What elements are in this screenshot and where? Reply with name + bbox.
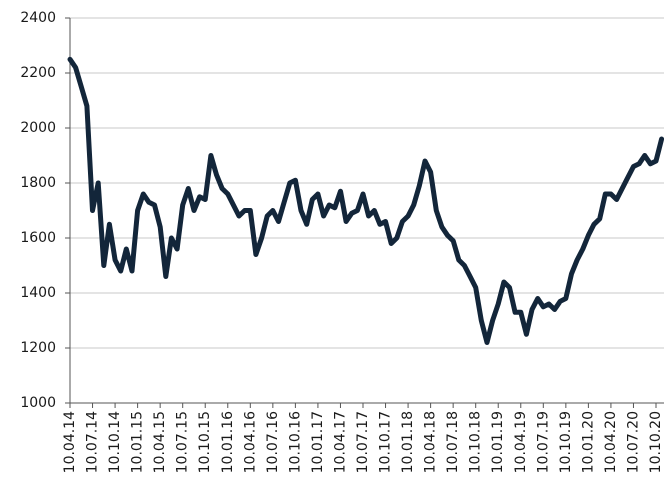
y-tick-label: 1800: [20, 175, 56, 191]
x-tick-label: 10.07.14: [85, 411, 101, 473]
x-tick-label: 10.04.16: [242, 411, 258, 473]
x-tick-label: 10.10.20: [648, 411, 664, 473]
x-tick-label: 10.10.15: [197, 411, 213, 473]
x-tick-label: 10.10.19: [558, 411, 574, 473]
y-tick-label: 1600: [20, 230, 56, 246]
x-tick-label: 10.04.17: [332, 411, 348, 473]
y-tick-label: 1000: [20, 395, 56, 411]
x-tick-label: 10.10.18: [468, 411, 484, 473]
y-tick-label: 2400: [20, 10, 56, 26]
x-tick-label: 10.07.20: [625, 411, 641, 473]
x-tick-label: 10.10.14: [107, 411, 123, 473]
y-tick-label: 2000: [20, 120, 56, 136]
x-tick-label: 10.07.18: [445, 411, 461, 473]
x-tick-label: 10.10.17: [378, 411, 394, 473]
x-tick-label: 10.04.19: [513, 411, 529, 473]
x-tick-label: 10.01.17: [310, 411, 326, 473]
x-tick-label: 10.07.16: [265, 411, 281, 473]
y-tick-label: 2200: [20, 65, 56, 81]
x-tick-label: 10.07.17: [355, 411, 371, 473]
x-tick-label: 10.01.16: [220, 411, 236, 473]
x-tick-label: 10.01.15: [130, 411, 146, 473]
x-tick-label: 10.04.18: [423, 411, 439, 473]
x-tick-label: 10.04.15: [152, 411, 168, 473]
data-line: [67, 56, 664, 345]
x-tick-label: 10.04.14: [62, 411, 78, 473]
y-tick-label: 1400: [20, 285, 56, 301]
y-tick-label: 1200: [20, 340, 56, 356]
x-tick-label: 10.10.16: [287, 411, 303, 473]
x-tick-label: 10.04.20: [603, 411, 619, 473]
x-tick-label: 10.01.20: [580, 411, 596, 473]
x-tick-label: 10.07.15: [175, 411, 191, 473]
x-tick-label: 10.07.19: [535, 411, 551, 473]
x-tick-label: 10.01.18: [400, 411, 416, 473]
x-tick-label: 10.01.19: [490, 411, 506, 473]
